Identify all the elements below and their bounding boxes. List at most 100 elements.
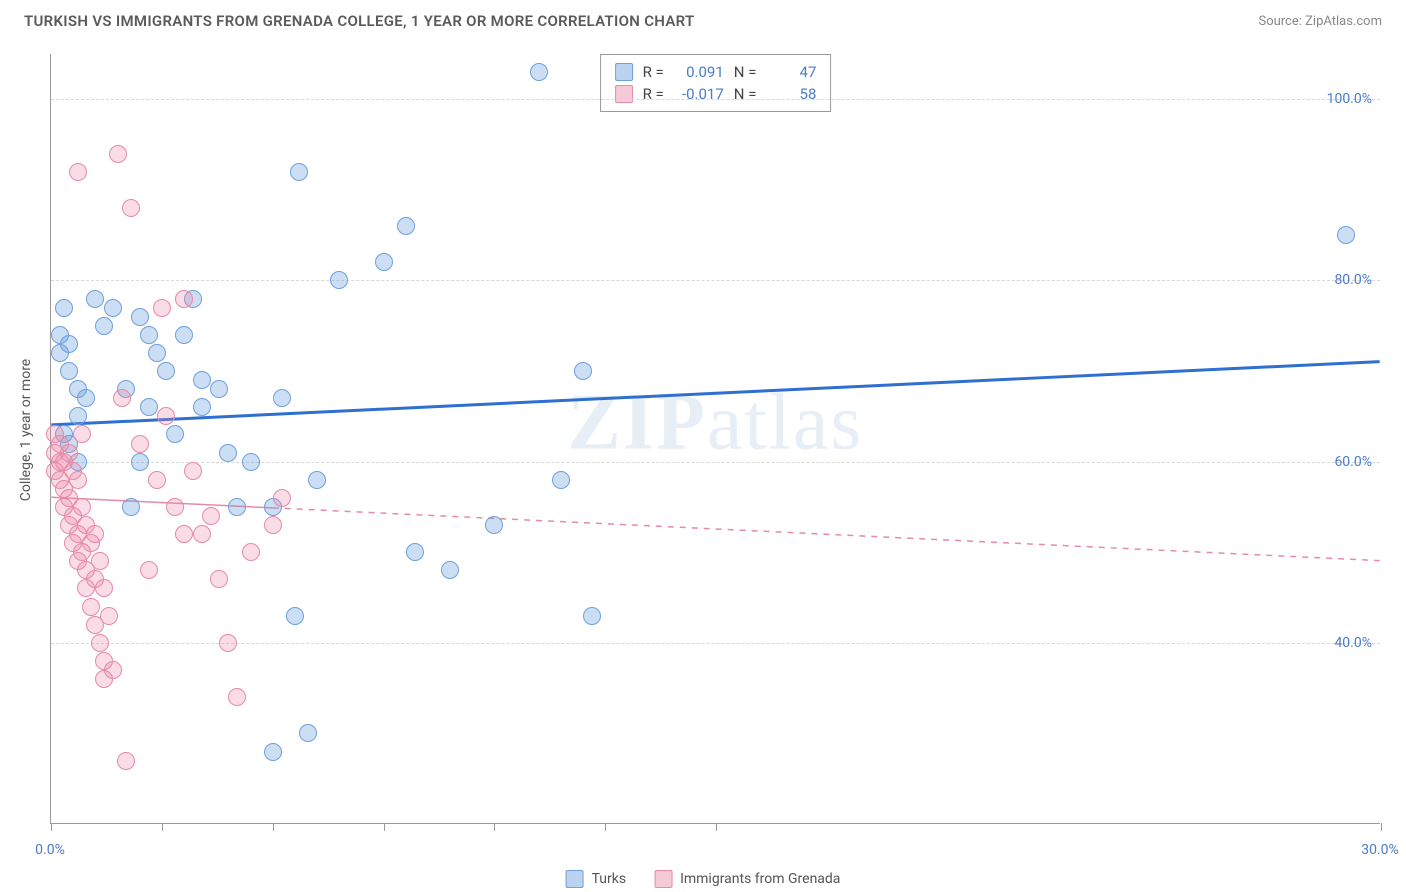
data-point-grenada [104, 661, 122, 679]
data-point-turks [104, 299, 122, 317]
data-point-turks [264, 743, 282, 761]
data-point-turks [308, 471, 326, 489]
x-tick [1381, 823, 1382, 831]
x-tick [716, 823, 717, 831]
data-point-turks [122, 498, 140, 516]
data-point-turks [166, 425, 184, 443]
data-point-grenada [95, 579, 113, 597]
data-point-turks [77, 389, 95, 407]
data-point-turks [210, 380, 228, 398]
data-point-turks [157, 362, 175, 380]
n-value-grenada: 58 [766, 85, 816, 103]
legend-row-turks: R = 0.091 N = 47 [615, 61, 817, 83]
data-point-turks [193, 371, 211, 389]
data-point-grenada [86, 525, 104, 543]
data-point-turks [140, 326, 158, 344]
data-point-grenada [113, 389, 131, 407]
data-point-turks [242, 453, 260, 471]
legend-series: Turks Immigrants from Grenada [566, 870, 841, 888]
x-tick [162, 823, 163, 831]
swatch-turks-bottom [566, 870, 584, 888]
data-point-turks [299, 724, 317, 742]
data-point-grenada [69, 471, 87, 489]
scatter-chart: ZIPatlas R = 0.091 N = 47 R = -0.017 N =… [50, 54, 1380, 824]
data-point-turks [175, 326, 193, 344]
x-tick [51, 823, 52, 831]
swatch-grenada [615, 85, 633, 103]
data-point-turks [148, 344, 166, 362]
data-point-turks [140, 398, 158, 416]
data-point-grenada [131, 435, 149, 453]
trend-lines [51, 54, 1380, 823]
y-tick-label: 80.0% [1334, 272, 1372, 288]
data-point-grenada [273, 489, 291, 507]
gridline [51, 280, 1380, 281]
source-link[interactable]: ZipAtlas.com [1305, 14, 1382, 29]
data-point-grenada [175, 525, 193, 543]
data-point-grenada [184, 462, 202, 480]
data-point-grenada [73, 425, 91, 443]
data-point-turks [60, 362, 78, 380]
data-point-grenada [202, 507, 220, 525]
data-point-grenada [242, 543, 260, 561]
chart-source: Source: ZipAtlas.com [1258, 14, 1382, 29]
data-point-turks [95, 317, 113, 335]
x-tick-label: 30.0% [1361, 842, 1399, 858]
data-point-turks [60, 335, 78, 353]
data-point-turks [583, 607, 601, 625]
data-point-grenada [91, 552, 109, 570]
data-point-turks [330, 271, 348, 289]
data-point-grenada [193, 525, 211, 543]
data-point-turks [397, 217, 415, 235]
data-point-grenada [100, 607, 118, 625]
data-point-grenada [264, 516, 282, 534]
x-tick [494, 823, 495, 831]
data-point-turks [574, 362, 592, 380]
r-value-turks: 0.091 [674, 63, 724, 81]
data-point-grenada [153, 299, 171, 317]
data-point-turks [69, 407, 87, 425]
y-tick-label: 100.0% [1327, 91, 1372, 107]
watermark: ZIPatlas [568, 378, 864, 469]
data-point-turks [228, 498, 246, 516]
data-point-grenada [228, 688, 246, 706]
x-tick [273, 823, 274, 831]
legend-item-turks: Turks [566, 870, 627, 888]
data-point-grenada [210, 570, 228, 588]
data-point-grenada [122, 199, 140, 217]
data-point-turks [86, 290, 104, 308]
data-point-turks [290, 163, 308, 181]
legend-row-grenada: R = -0.017 N = 58 [615, 83, 817, 105]
data-point-grenada [117, 752, 135, 770]
data-point-grenada [73, 498, 91, 516]
x-tick-label: 0.0% [35, 842, 65, 858]
data-point-grenada [69, 163, 87, 181]
x-tick [384, 823, 385, 831]
legend-item-grenada: Immigrants from Grenada [654, 870, 840, 888]
swatch-grenada-bottom [654, 870, 672, 888]
data-point-grenada [109, 145, 127, 163]
data-point-turks [441, 561, 459, 579]
data-point-turks [219, 444, 237, 462]
data-point-grenada [166, 498, 184, 516]
data-point-turks [273, 389, 291, 407]
data-point-turks [530, 63, 548, 81]
chart-header: TURKISH VS IMMIGRANTS FROM GRENADA COLLE… [0, 0, 1406, 38]
y-tick-label: 60.0% [1334, 454, 1372, 470]
chart-title: TURKISH VS IMMIGRANTS FROM GRENADA COLLE… [24, 12, 695, 30]
y-axis-label: College, 1 year or more [18, 359, 34, 501]
data-point-turks [485, 516, 503, 534]
data-point-turks [55, 299, 73, 317]
data-point-grenada [60, 444, 78, 462]
n-value-turks: 47 [766, 63, 816, 81]
data-point-grenada [140, 561, 158, 579]
data-point-grenada [157, 407, 175, 425]
data-point-turks [286, 607, 304, 625]
data-point-grenada [148, 471, 166, 489]
y-tick-label: 40.0% [1334, 635, 1372, 651]
data-point-turks [1337, 226, 1355, 244]
data-point-turks [131, 453, 149, 471]
r-value-grenada: -0.017 [674, 85, 724, 103]
legend-correlation: R = 0.091 N = 47 R = -0.017 N = 58 [600, 54, 832, 112]
data-point-turks [375, 253, 393, 271]
